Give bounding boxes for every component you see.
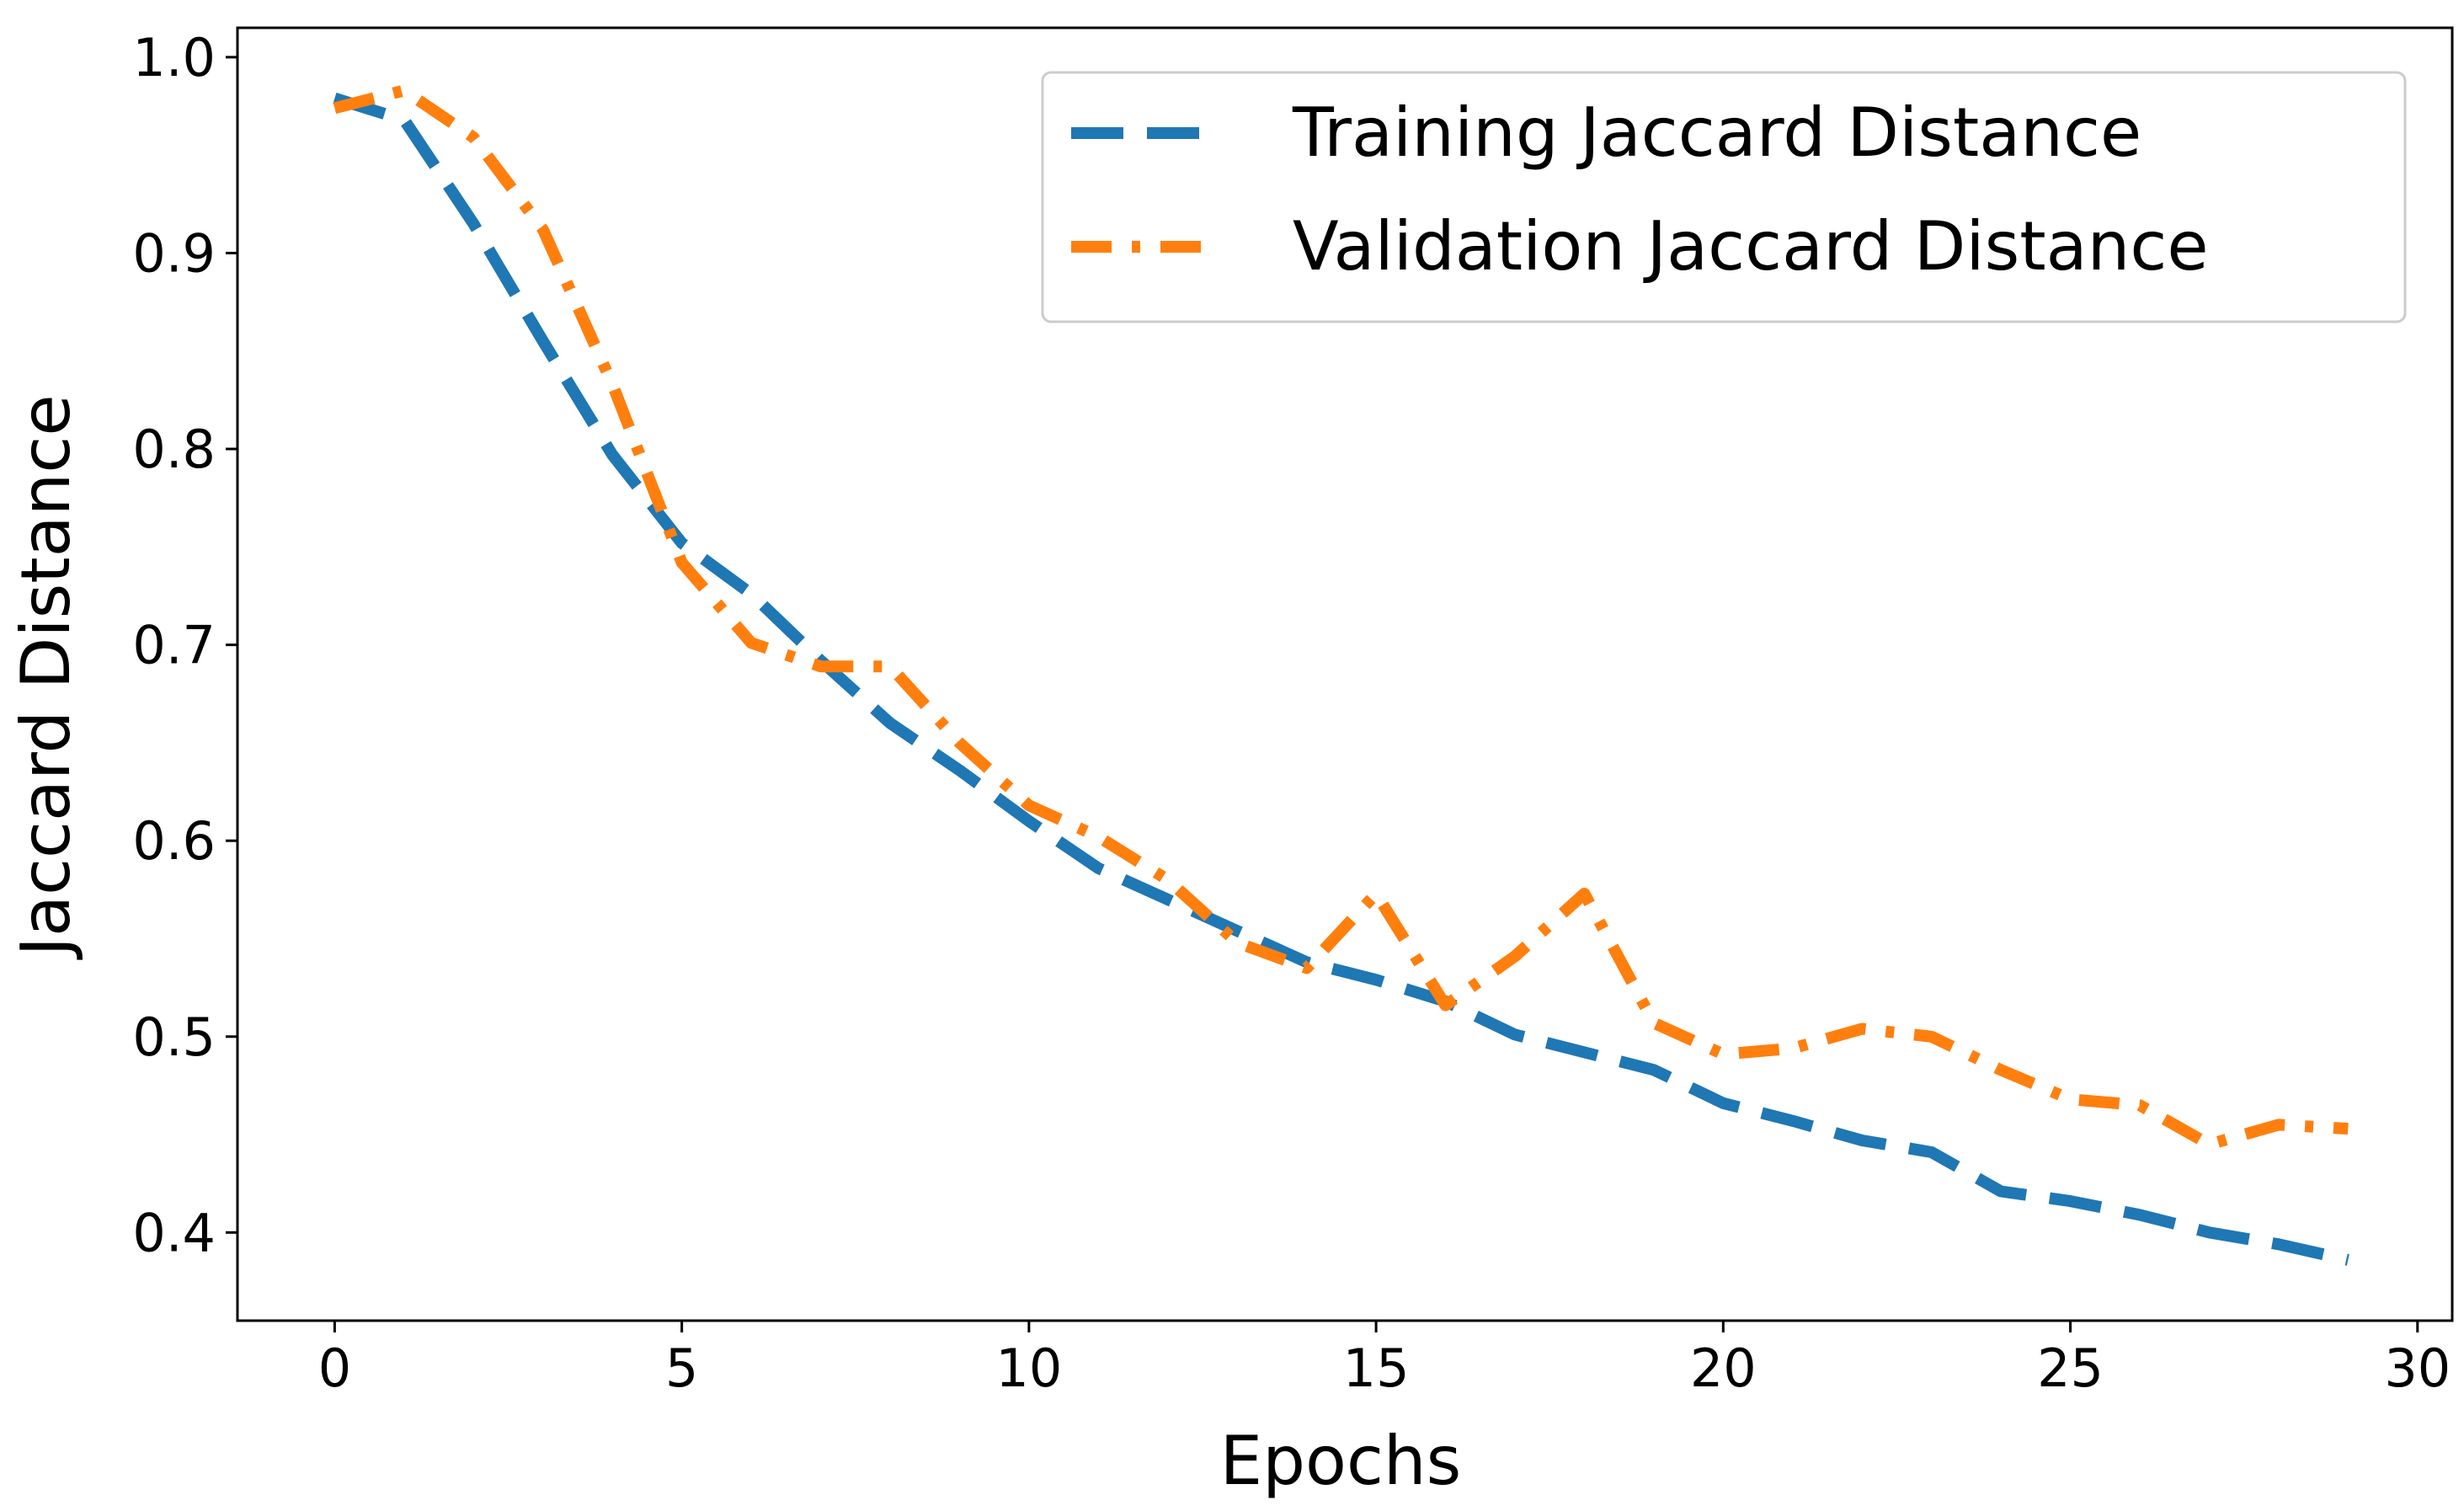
series-line-validation	[333, 84, 2349, 1151]
x-tick-label: 25	[2037, 1337, 2104, 1399]
ticks-layer: 0 5 10 15 20 25 30 0.4 0.5 0.6 0.7 0.8 0.9 1.0	[132, 27, 2451, 1399]
legend-label-validation: Validation Jaccard Distance	[1293, 207, 2209, 286]
series-layer	[333, 84, 2349, 1266]
plot-frame	[236, 26, 2454, 1322]
y-tick-label: 0.4	[132, 1202, 216, 1263]
x-tick-label: 20	[1690, 1337, 1757, 1399]
y-axis-title: Jaccard Distance	[7, 394, 85, 960]
legend: Training Jaccard Distance Validation Jac…	[1041, 71, 2407, 323]
y-tick-label: 0.5	[132, 1006, 216, 1068]
x-tick-label: 15	[1343, 1337, 1410, 1399]
x-tick-label: 10	[995, 1337, 1062, 1399]
legend-label-training: Training Jaccard Distance	[1292, 93, 2141, 172]
y-tick-label: 0.7	[132, 615, 216, 676]
x-tick-label: 30	[2384, 1337, 2451, 1399]
x-axis-title: Epochs	[1220, 1422, 1462, 1500]
y-tick-label: 0.6	[132, 810, 216, 872]
legend-box	[1041, 71, 2407, 323]
y-tick-label: 0.9	[132, 222, 216, 284]
x-tick-label: 0	[318, 1337, 351, 1399]
y-tick-label: 1.0	[132, 27, 216, 88]
y-tick-label: 0.8	[132, 419, 216, 480]
x-tick-label: 5	[665, 1337, 698, 1399]
series-line-training	[333, 93, 2349, 1266]
